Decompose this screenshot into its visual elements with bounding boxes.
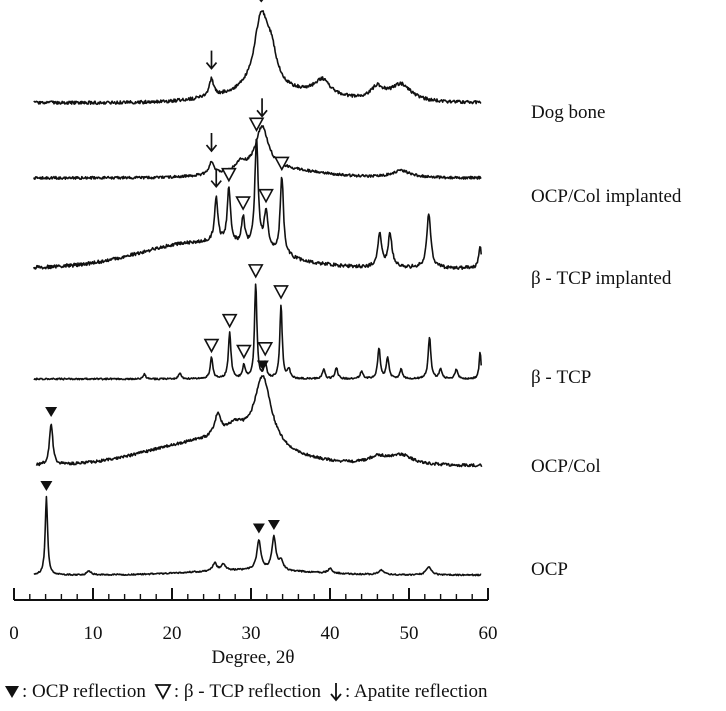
apatite-arrow-icon (210, 168, 222, 188)
tcp-marker-icon (221, 313, 238, 329)
apatite-arrow-icon (205, 133, 218, 153)
x-tick-label: 40 (321, 623, 340, 644)
x-tick-label: 0 (9, 623, 19, 644)
tcp-marker-icon (257, 342, 274, 357)
ocp-marker-icon (267, 519, 280, 530)
apatite-arrow-icon (330, 683, 342, 702)
tcp-marker-icon (258, 188, 274, 204)
apatite-arrow-head (256, 109, 268, 118)
series-label: OCP/Col (531, 456, 601, 477)
trace-5 (33, 495, 482, 577)
tcp-marker-icon (247, 264, 264, 279)
legend-label-apatite: : Apatite reflection (345, 681, 488, 702)
x-tick-label: 50 (400, 623, 419, 644)
legend: : OCP reflection : β - TCP reflection : … (4, 676, 496, 708)
tcp-marker-icon (235, 196, 251, 211)
apatite-arrow-head (259, 0, 264, 3)
tcp-marker-icon (221, 167, 237, 183)
trace-0 (33, 10, 482, 106)
ocp-marker-icon (40, 480, 53, 491)
apatite-arrow-head (210, 180, 222, 188)
apatite-arrow-icon (205, 50, 218, 70)
apatite-arrow-head (205, 62, 218, 70)
trace-2 (33, 138, 482, 270)
series-label: β - TCP implanted (531, 268, 672, 289)
apatite-arrow-head (205, 144, 218, 153)
peak-markers (40, 0, 290, 534)
legend-label-ocp: : OCP reflection (22, 681, 146, 702)
trace-3 (33, 283, 482, 381)
apatite-arrow-icon (256, 98, 268, 118)
legend-item-apatite: : Apatite reflection (329, 681, 488, 703)
trace-4 (35, 375, 483, 468)
tcp-marker-icon (236, 344, 252, 360)
xrd-chart: Dog bone OCP/Col implanted β - TCP implant… (9, 0, 682, 668)
ocp-marker-icon (252, 523, 265, 534)
series-labels: Dog bone OCP/Col implanted β - TCP implant… (531, 102, 682, 580)
x-tick-label: 10 (84, 623, 103, 644)
x-axis-label: Degree, 2θ (212, 647, 295, 668)
tcp-marker-icon (273, 285, 289, 300)
series-label: OCP (531, 559, 568, 580)
tcp-marker-icon (273, 156, 290, 172)
x-axis: 0 10 20 30 40 50 60 (9, 588, 498, 644)
tcp-marker-icon (203, 338, 220, 354)
x-tick-label: 20 (163, 623, 182, 644)
apatite-arrow-icon (259, 0, 264, 3)
legend-label-tcp: : β - TCP reflection (173, 681, 322, 702)
tcp-marker-icon (154, 684, 172, 700)
series-label: Dog bone (531, 102, 605, 123)
xrd-traces (33, 10, 483, 577)
x-tick-label: 60 (479, 623, 498, 644)
series-label: OCP/Col implanted (531, 186, 682, 207)
ocp-marker-icon (256, 360, 269, 371)
legend-item-ocp: : OCP reflection (4, 681, 146, 703)
ocp-marker-icon (45, 406, 58, 417)
x-tick-label: 30 (242, 623, 261, 644)
trace-1 (33, 125, 482, 180)
series-label: β - TCP (531, 367, 591, 388)
ocp-marker-icon (5, 686, 19, 698)
legend-item-tcp: : β - TCP reflection (154, 681, 321, 703)
tcp-marker-icon (248, 117, 265, 132)
